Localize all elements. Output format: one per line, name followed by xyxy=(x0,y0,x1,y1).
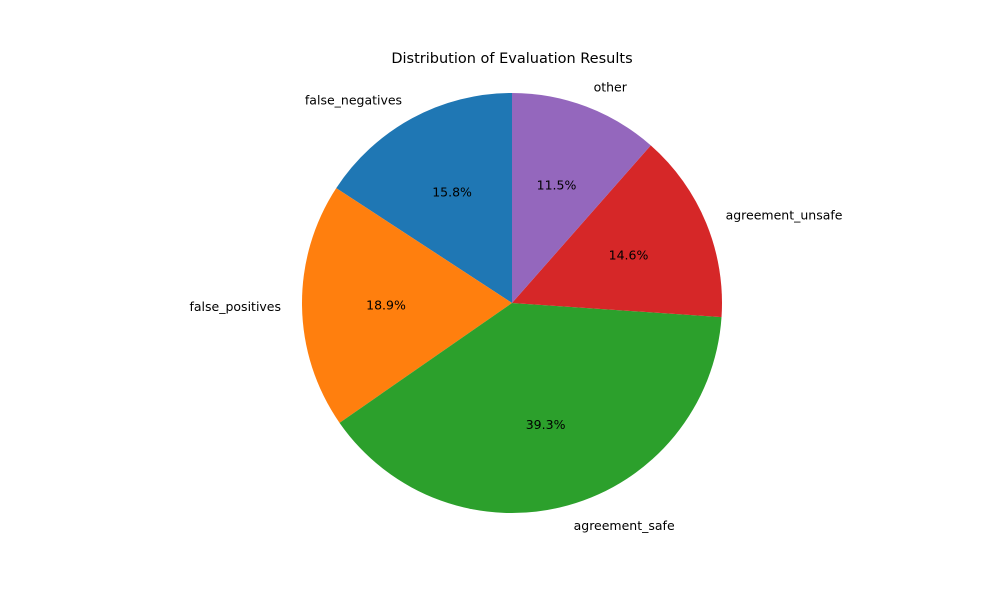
pie-slice-false-negatives xyxy=(336,93,512,303)
pie-category-label: false_positives xyxy=(189,299,281,314)
chart-title: Distribution of Evaluation Results xyxy=(391,51,632,67)
pie-percent-label: 18.9% xyxy=(366,297,406,312)
pie-labels: 15.8% false_negatives 18.9% false_positives… xyxy=(189,79,842,533)
pie-percent-label: 39.3% xyxy=(526,417,566,432)
pie-category-label: agreement_unsafe xyxy=(726,208,843,223)
pie-slice-agreement-unsafe xyxy=(512,145,722,318)
pie-percent-label: 14.6% xyxy=(609,248,649,263)
pie-category-label: false_negatives xyxy=(305,92,402,107)
pie-category-label: agreement_safe xyxy=(574,518,675,533)
pie-category-label: other xyxy=(594,79,628,94)
pie-slices xyxy=(302,93,722,513)
pie-slice-agreement-safe xyxy=(339,303,722,513)
pie-slice-false-positives xyxy=(302,188,512,423)
pie-percent-label: 11.5% xyxy=(537,178,577,193)
pie-percent-label: 15.8% xyxy=(432,185,472,200)
pie-slice-other xyxy=(512,93,651,303)
